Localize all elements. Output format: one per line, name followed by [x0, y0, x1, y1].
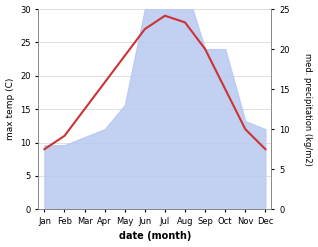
Y-axis label: med. precipitation (kg/m2): med. precipitation (kg/m2) [303, 53, 313, 165]
Y-axis label: max temp (C): max temp (C) [5, 78, 15, 140]
X-axis label: date (month): date (month) [119, 231, 191, 242]
